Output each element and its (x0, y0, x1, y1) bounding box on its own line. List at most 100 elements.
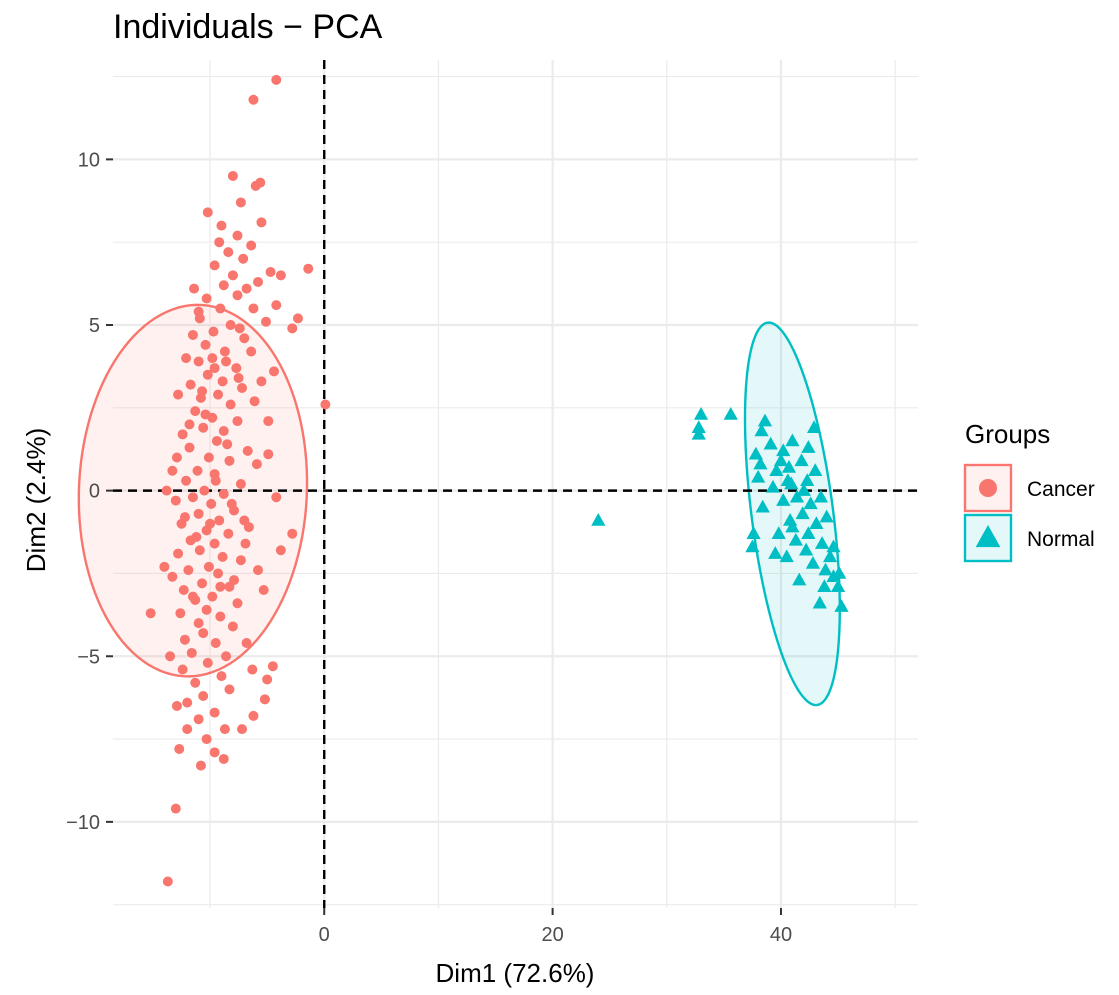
point-cancer (235, 197, 246, 208)
point-cancer (215, 303, 226, 314)
legend-title: Groups (965, 419, 1050, 449)
point-cancer (232, 416, 243, 427)
legend-symbol-triangle (975, 525, 1001, 548)
point-normal (832, 565, 847, 579)
point-cancer (269, 366, 279, 377)
point-cancer (206, 498, 217, 509)
point-cancer (217, 551, 228, 562)
point-cancer (207, 591, 218, 602)
point-normal (780, 473, 795, 486)
point-cancer (215, 611, 226, 622)
point-cancer (251, 459, 262, 470)
point-normal (812, 595, 827, 609)
ellipse-normal (743, 321, 842, 707)
point-cancer (193, 356, 204, 367)
point-normal (693, 406, 709, 420)
point-cancer (170, 495, 181, 506)
point-normal (822, 549, 838, 563)
point-normal (748, 446, 763, 460)
point-cancer (263, 449, 274, 460)
point-cancer (159, 561, 170, 572)
point-cancer (238, 253, 249, 264)
point-normal (755, 499, 770, 513)
point-cancer (200, 339, 211, 350)
point-normal (779, 549, 794, 563)
point-cancer (205, 518, 216, 529)
point-cancer (232, 598, 243, 609)
point-cancer (303, 263, 314, 274)
point-cancer (210, 638, 221, 648)
point-cancer (161, 485, 172, 496)
y-tick-label: −5 (77, 646, 100, 668)
point-cancer (214, 515, 225, 526)
point-cancer (216, 671, 227, 682)
point-cancer (191, 532, 202, 542)
point-cancer (209, 363, 220, 374)
point-normal (826, 539, 841, 553)
point-cancer (173, 389, 184, 400)
point-cancer (241, 638, 252, 648)
point-cancer (246, 240, 257, 251)
legend: Groups Cancer Normal (963, 419, 1095, 563)
point-normal (794, 453, 809, 467)
point-cancer (198, 691, 209, 701)
point-cancer (275, 270, 286, 281)
point-normal (795, 506, 810, 520)
legend-symbol-circle (979, 479, 997, 497)
point-normal (801, 526, 816, 539)
point-cancer (221, 356, 232, 367)
point-cancer (201, 293, 212, 304)
point-cancer (183, 565, 194, 576)
point-normal (817, 579, 832, 592)
point-cancer (213, 568, 224, 579)
point-cancer (218, 488, 229, 499)
point-cancer (181, 353, 192, 364)
point-cancer (193, 508, 204, 519)
point-cancer (209, 747, 220, 758)
point-normal (691, 420, 706, 433)
point-normal (773, 453, 789, 467)
point-cancer (182, 697, 193, 708)
point-cancer (201, 734, 212, 745)
point-cancer (181, 475, 192, 486)
point-normal (818, 562, 833, 576)
point-cancer (203, 452, 214, 463)
point-cancer (190, 677, 201, 688)
point-cancer (217, 376, 228, 387)
point-cancer (202, 369, 213, 380)
point-cancer (287, 528, 298, 539)
y-axis-title: Dim2 (2.4%) (21, 428, 51, 572)
point-cancer (224, 684, 235, 695)
point-cancer (262, 674, 273, 685)
point-cancer (248, 303, 259, 314)
point-cancer (179, 634, 190, 645)
y-tick-label: −10 (66, 812, 100, 834)
point-cancer (178, 585, 189, 595)
point-normal (745, 539, 760, 553)
point-cancer (223, 247, 234, 258)
point-cancer (194, 545, 205, 556)
point-cancer (193, 714, 204, 725)
point-cancer (209, 707, 220, 718)
point-cancer (250, 180, 261, 191)
point-cancer (223, 528, 234, 539)
point-cancer (247, 664, 258, 675)
point-cancer (320, 399, 331, 410)
point-cancer (237, 724, 248, 735)
point-normal (819, 509, 834, 523)
point-normal (723, 406, 738, 420)
point-normal (785, 519, 800, 533)
point-cancer (241, 283, 252, 294)
point-cancer (227, 170, 238, 181)
point-cancer (261, 316, 272, 327)
point-normal (771, 526, 786, 539)
point-cancer (215, 581, 226, 592)
point-cancer (271, 492, 282, 503)
point-cancer (171, 700, 182, 711)
point-cancer (235, 555, 246, 566)
point-normal (806, 420, 822, 433)
point-normal (803, 496, 818, 510)
point-normal (591, 512, 606, 526)
point-cancer (182, 724, 193, 735)
point-cancer (187, 329, 198, 340)
